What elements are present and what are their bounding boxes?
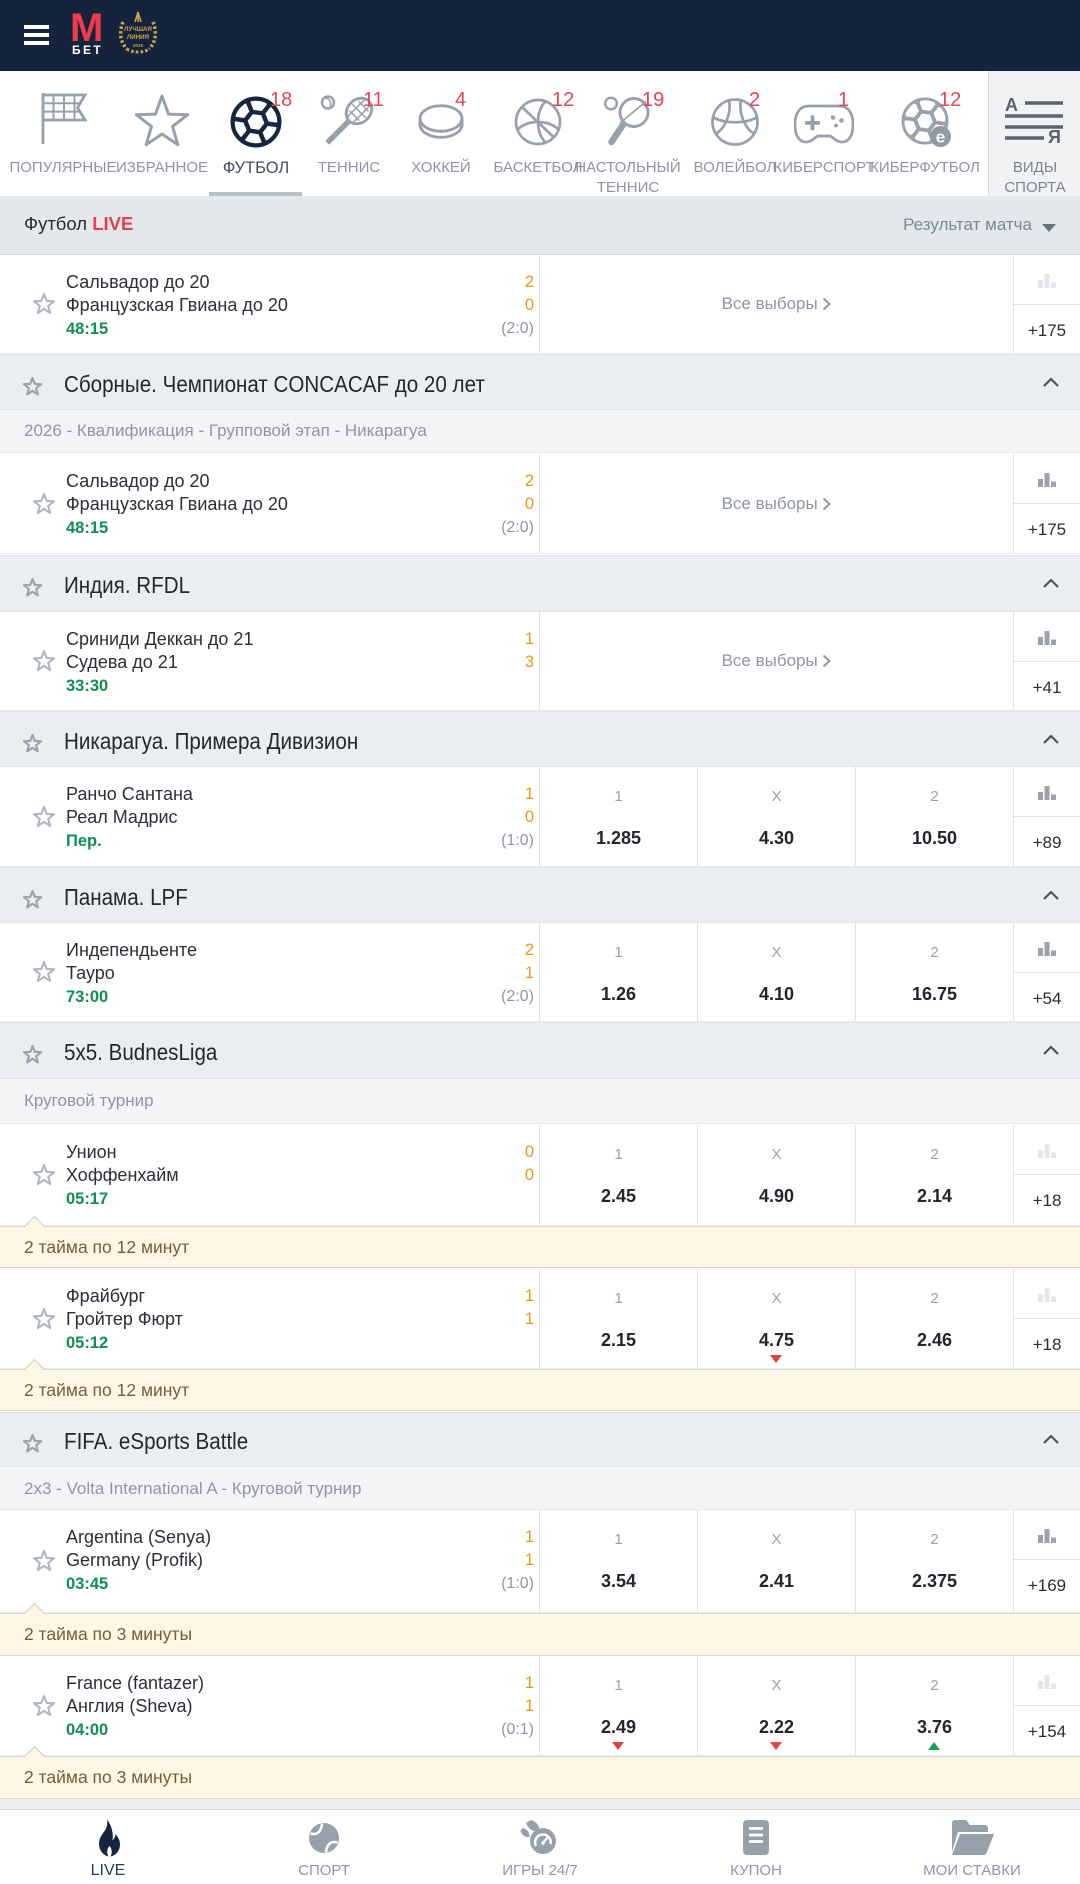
svg-text:ЛУЧШАЯ: ЛУЧШАЯ: [124, 26, 152, 33]
svg-text:2016: 2016: [133, 43, 144, 48]
svg-text:e: e: [936, 128, 945, 147]
svg-text:А: А: [1005, 95, 1018, 115]
svg-text:Я: Я: [1048, 127, 1061, 143]
svg-text:ЛИНИЯ: ЛИНИЯ: [127, 34, 150, 41]
